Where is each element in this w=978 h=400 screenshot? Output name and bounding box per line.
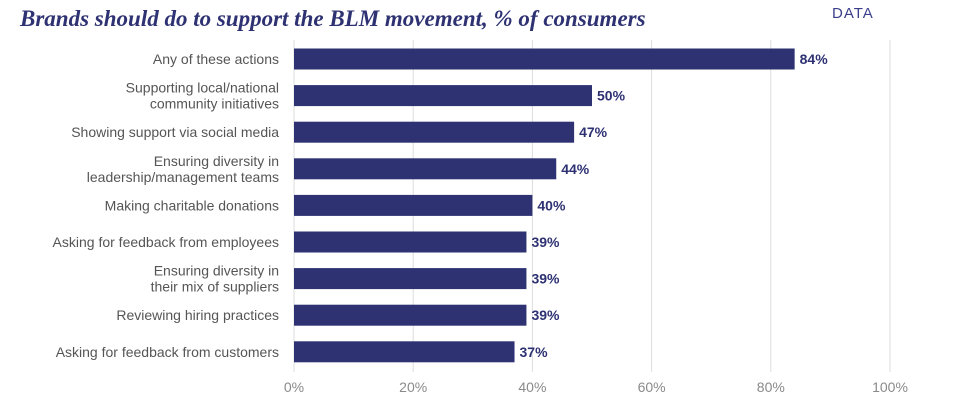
bar-6 — [294, 268, 527, 290]
value-label-8: 37% — [520, 344, 549, 360]
x-tick-label-20: 20% — [399, 379, 427, 395]
chart-title: Brands should do to support the BLM move… — [20, 6, 646, 31]
category-label-4: Making charitable donations — [105, 197, 279, 213]
value-label-2: 47% — [579, 124, 608, 140]
bar-7 — [294, 304, 527, 326]
bar-0 — [294, 48, 795, 70]
bar-4 — [294, 194, 533, 216]
value-label-0: 84% — [800, 51, 829, 67]
category-label-8: Asking for feedback from customers — [56, 344, 279, 360]
x-tick-label-60: 60% — [638, 379, 666, 395]
x-tick-label-80: 80% — [757, 379, 785, 395]
x-tick-label-40: 40% — [518, 379, 546, 395]
bar-2 — [294, 121, 575, 143]
value-label-7: 39% — [531, 307, 560, 323]
bar-1 — [294, 85, 592, 107]
value-label-6: 39% — [531, 271, 560, 287]
x-axis-ticks: 0% 20% 40% 60% 80% 100% — [284, 379, 908, 395]
value-labels: 84% 50% 47% 44% 40% 39% 39% 39% 37% — [520, 51, 829, 360]
category-label-5: Asking for feedback from employees — [53, 234, 279, 250]
value-label-1: 50% — [597, 88, 626, 104]
category-label-3: Ensuring diversity in leadership/manageme… — [87, 153, 279, 185]
value-label-4: 40% — [537, 197, 566, 213]
bar-8 — [294, 341, 515, 363]
bar-3 — [294, 158, 557, 180]
bars — [294, 48, 795, 363]
bar-5 — [294, 231, 527, 253]
value-label-5: 39% — [531, 234, 560, 250]
x-tick-label-0: 0% — [284, 379, 304, 395]
section-tag: DATA — [832, 5, 874, 22]
category-label-1: Supporting local/national community initi… — [126, 80, 279, 112]
x-tick-label-100: 100% — [872, 379, 908, 395]
category-label-0: Any of these actions — [153, 51, 279, 67]
category-label-6: Ensuring diversity in their mix of suppli… — [151, 263, 279, 295]
value-label-3: 44% — [561, 161, 590, 177]
category-label-2: Showing support via social media — [71, 124, 279, 140]
category-label-7: Reviewing hiring practices — [116, 307, 279, 323]
category-labels: Any of these actions Supporting local/nat… — [53, 51, 280, 360]
